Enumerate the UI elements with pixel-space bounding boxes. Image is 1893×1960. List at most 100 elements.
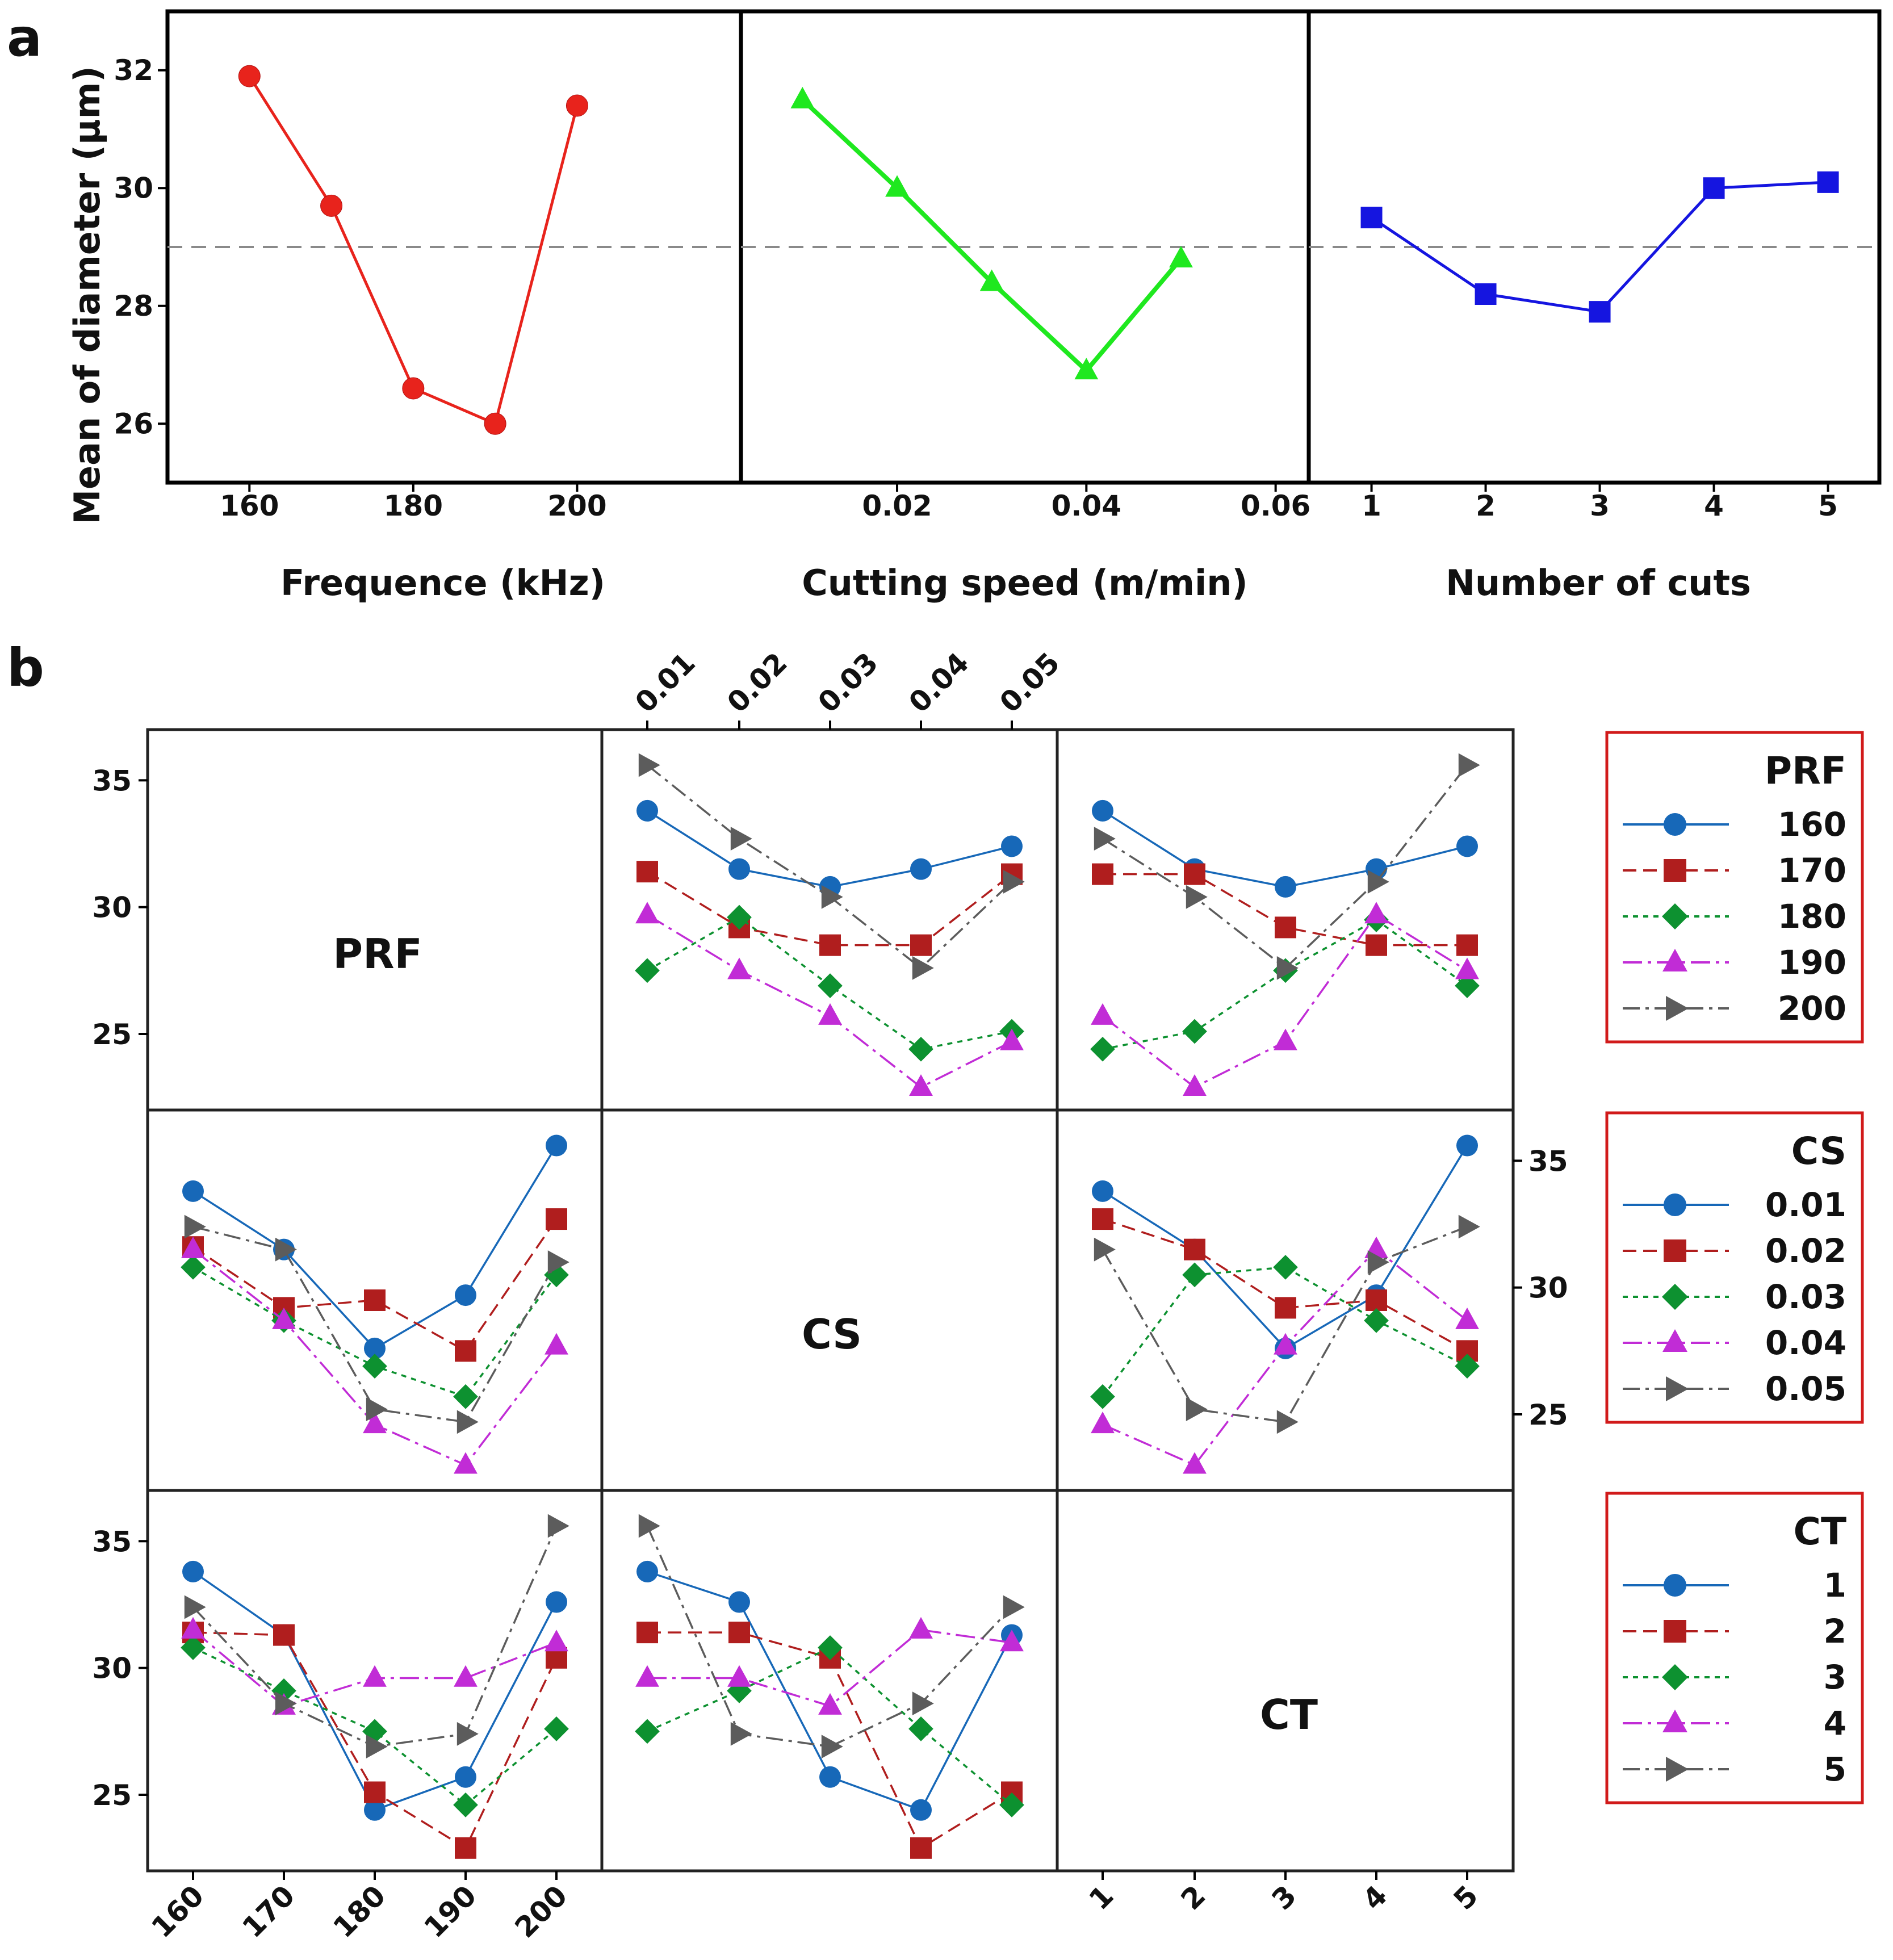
- series-line: [1102, 913, 1468, 1088]
- data-point: [453, 1384, 478, 1409]
- data-point: [566, 94, 588, 117]
- panel-b-label: b: [7, 638, 44, 698]
- ytick-label: 25: [92, 1018, 132, 1051]
- data-point: [1003, 870, 1025, 894]
- data-point: [1091, 1003, 1115, 1025]
- data-point: [1456, 934, 1478, 956]
- legend-prf: PRF 160 170 180 190 200: [1605, 731, 1864, 1044]
- ytick-label: 25: [1528, 1398, 1568, 1431]
- xtick-label: 190: [418, 1879, 483, 1944]
- series-line: [801, 98, 1183, 374]
- panel-a-label: a: [7, 7, 42, 68]
- data-point: [635, 958, 660, 983]
- data-point: [453, 1793, 478, 1817]
- data-point: [366, 1397, 388, 1421]
- xtick-label: 2: [1175, 1879, 1212, 1916]
- data-point: [1364, 1308, 1389, 1333]
- xtick-label: 170: [236, 1879, 301, 1944]
- data-point: [455, 1284, 476, 1306]
- data-point: [546, 1134, 567, 1157]
- data-point: [638, 753, 660, 777]
- xtick-label: 3: [1266, 1879, 1303, 1916]
- interaction-cell: [635, 1514, 1025, 1859]
- legend-marker: [1664, 1620, 1686, 1643]
- legend-item-label: 190: [1778, 943, 1846, 982]
- data-point: [979, 269, 1004, 291]
- data-point: [547, 1514, 569, 1538]
- legend-marker: [1662, 903, 1688, 929]
- panel-b-legends: PRF 160 170 180 190 200 CS 0.01 0.02 0.03 0.04 0.05…: [1605, 731, 1864, 1804]
- xtick-label: 200: [509, 1879, 574, 1944]
- data-point: [238, 65, 261, 87]
- data-point: [184, 1214, 206, 1239]
- data-point: [362, 1354, 387, 1379]
- data-point: [1274, 1028, 1297, 1050]
- data-point: [818, 1693, 842, 1715]
- data-point: [457, 1722, 479, 1746]
- data-point: [638, 1514, 660, 1538]
- data-point: [455, 1837, 476, 1859]
- ytick-label: 30: [92, 1652, 132, 1685]
- data-point: [819, 934, 841, 956]
- legend-item-label: 0.05: [1765, 1370, 1846, 1408]
- data-point: [908, 1036, 933, 1062]
- series-line: [647, 916, 1012, 1050]
- legend-item-label: 3: [1824, 1658, 1846, 1697]
- data-point: [1456, 835, 1478, 857]
- data-point: [999, 1793, 1024, 1817]
- xtick-label: 0.04: [1052, 489, 1121, 522]
- legend-item-label: 180: [1778, 897, 1846, 936]
- data-point: [1186, 1397, 1208, 1421]
- legend-item-label: 170: [1778, 851, 1846, 890]
- legend-marker: [1664, 859, 1686, 882]
- panel-a-subplot-number-of-cuts: 1 2 3 4 5: [1306, 9, 1882, 522]
- legend-title: CT: [1794, 1510, 1846, 1553]
- data-point: [727, 1678, 752, 1703]
- data-point: [364, 1799, 386, 1821]
- data-point: [910, 934, 932, 956]
- panel-a-xlabel-number-of-cuts: Number of cuts: [1446, 562, 1751, 604]
- ytick-label: 28: [114, 290, 153, 323]
- series-line: [1102, 1218, 1468, 1352]
- legend-item-label: 0.03: [1765, 1278, 1846, 1316]
- data-point: [1092, 863, 1113, 885]
- data-point: [181, 1635, 206, 1660]
- data-point: [1092, 1208, 1113, 1230]
- legend-item-label: 4: [1824, 1704, 1846, 1743]
- data-point: [909, 1616, 933, 1639]
- ytick-label: 35: [1528, 1145, 1568, 1178]
- data-point: [455, 1766, 476, 1788]
- ytick-label: 30: [92, 891, 132, 924]
- data-point: [546, 1591, 567, 1613]
- series-line: [1102, 1266, 1468, 1397]
- data-point: [636, 1622, 658, 1644]
- data-point: [1456, 1134, 1478, 1157]
- panel-a-subplot-cutting-speed: 0.02 0.04 0.06: [739, 9, 1311, 522]
- data-point: [1455, 1307, 1479, 1329]
- data-point: [727, 1665, 751, 1687]
- series-line: [1102, 1225, 1468, 1423]
- data-point: [728, 858, 750, 880]
- diag-label-ct: CT: [1260, 1691, 1318, 1739]
- data-point: [908, 1716, 933, 1741]
- series-line: [192, 1218, 558, 1352]
- data-point: [636, 799, 658, 822]
- series-line: [647, 810, 1012, 888]
- legend-item-label: 0.02: [1765, 1232, 1846, 1270]
- ytick-label: 25: [92, 1779, 132, 1812]
- data-point: [364, 1289, 386, 1311]
- data-point: [1000, 1630, 1024, 1652]
- data-point: [455, 1340, 476, 1362]
- diag-label-prf: PRF: [333, 930, 422, 978]
- data-point: [728, 1622, 750, 1644]
- interaction-cell: [181, 1134, 569, 1474]
- data-point: [1092, 1180, 1113, 1202]
- data-point: [1001, 835, 1023, 857]
- data-point: [1817, 171, 1839, 193]
- data-point: [364, 1781, 386, 1803]
- series-line: [1102, 810, 1468, 888]
- xtick-label: 180: [327, 1879, 392, 1944]
- xtick-label: 4: [1704, 489, 1724, 522]
